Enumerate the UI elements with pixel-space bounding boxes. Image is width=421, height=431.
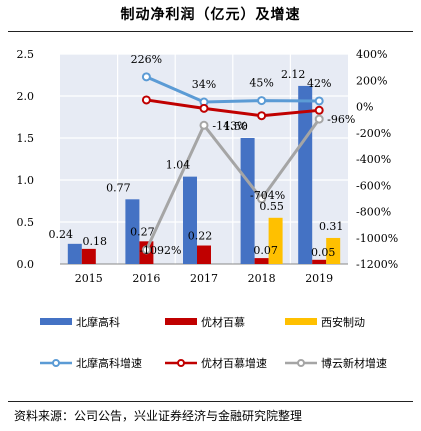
line-point-2: [199, 120, 209, 130]
right-tick-label: -600%: [356, 179, 391, 192]
line-2: [145, 118, 321, 251]
line-point-1: [199, 103, 209, 113]
x-tick-label: 2019: [305, 272, 333, 285]
legend-swatch: [165, 318, 197, 325]
left-tick-label: 0.5: [17, 216, 35, 229]
bar-1: [312, 259, 327, 264]
line-point-2: [257, 194, 267, 204]
legend-swatch: [40, 318, 72, 325]
chart-canvas: 0.0 0.5 1.0 1.5 2.0 2.5 -1200% -1000% -800% -600%…: [17, 48, 399, 370]
line-data-label: 34%: [192, 78, 216, 91]
legend-marker: [177, 359, 185, 367]
bar-2: [326, 237, 341, 264]
line-data-label: -704%: [250, 189, 285, 202]
line-point-1: [141, 95, 151, 105]
line-point-2: [314, 114, 324, 124]
bar-data-label: 0.07: [253, 244, 278, 257]
line-point-1: [257, 111, 267, 121]
line-0: [145, 75, 320, 104]
line-point-0: [257, 96, 267, 106]
bar-data-label: 0.55: [259, 200, 284, 213]
bar-1: [81, 248, 96, 264]
bar-data-label: 0.24: [49, 228, 74, 241]
line-point-2: [141, 245, 151, 255]
bar-data-label: 0.05: [311, 246, 336, 259]
line-data-label: 226%: [131, 53, 162, 66]
line-data-label: -1092%: [139, 244, 181, 257]
source-rule: [8, 401, 413, 402]
left-tick-label: 2.5: [17, 48, 35, 61]
bar-data-label: 0.27: [130, 225, 155, 238]
line-point-1: [314, 105, 324, 115]
legend-label: 北摩高科增速: [76, 356, 142, 370]
bar-0: [125, 199, 140, 264]
right-tick-label: -1000%: [356, 232, 398, 245]
bar-data-label: 0.22: [188, 230, 213, 243]
left-tick-label: 2.0: [17, 90, 35, 103]
bar-data-label: 1.04: [166, 159, 191, 172]
legend-label: 西安制动: [321, 315, 365, 329]
line-data-label: -143%: [212, 119, 247, 132]
bar-data-label: 0.31: [319, 220, 344, 233]
line-1: [146, 98, 320, 118]
bar-data-label: 2.12: [281, 68, 306, 81]
x-tick-label: 2016: [132, 272, 160, 285]
bar-0: [183, 176, 197, 264]
bar-1: [254, 258, 269, 264]
title-rule: [8, 31, 413, 32]
legend-marker: [297, 359, 305, 367]
right-tick-label: -200%: [356, 127, 391, 140]
source-note: 资料来源：公司公告，兴业证券经济与金融研究院整理: [14, 409, 303, 423]
right-tick-label: -400%: [356, 153, 391, 166]
line-data-label: 42%: [307, 77, 331, 90]
x-tick-label: 2015: [75, 272, 103, 285]
line-point-0: [314, 96, 324, 106]
bar-data-label: 1.50: [223, 120, 248, 133]
legend-label: 博云新材增速: [321, 356, 387, 370]
left-tick-label: 1.5: [17, 132, 35, 145]
legend-label: 优材百慕: [201, 315, 245, 329]
bar-2: [268, 217, 283, 264]
right-tick-label: -1200%: [356, 258, 398, 271]
right-tick-label: 400%: [356, 48, 387, 61]
line-data-label: -96%: [327, 113, 355, 126]
bar-data-label: 0.18: [83, 235, 108, 248]
right-tick-label: -800%: [356, 206, 391, 219]
legend-label: 北摩高科: [76, 315, 120, 329]
right-tick-label: 0%: [356, 101, 373, 114]
line-point-0: [141, 72, 151, 82]
chart-title: 制动净利润（亿元）及增速: [120, 7, 301, 23]
x-tick-label: 2018: [248, 272, 276, 285]
bar-1: [197, 245, 211, 264]
bar-data-label: 0.77: [106, 181, 131, 194]
left-tick-label: 0.0: [17, 258, 35, 271]
bar-0: [67, 243, 82, 264]
legend-marker: [52, 359, 60, 367]
left-tick-label: 1.0: [17, 174, 35, 187]
legend-label: 优材百慕增速: [201, 356, 267, 370]
bar-0: [240, 138, 255, 264]
line-data-label: 45%: [249, 77, 273, 90]
legend-swatch: [285, 318, 317, 325]
right-tick-label: 200%: [356, 74, 387, 87]
x-tick-label: 2017: [190, 272, 218, 285]
bar-0: [298, 85, 313, 264]
